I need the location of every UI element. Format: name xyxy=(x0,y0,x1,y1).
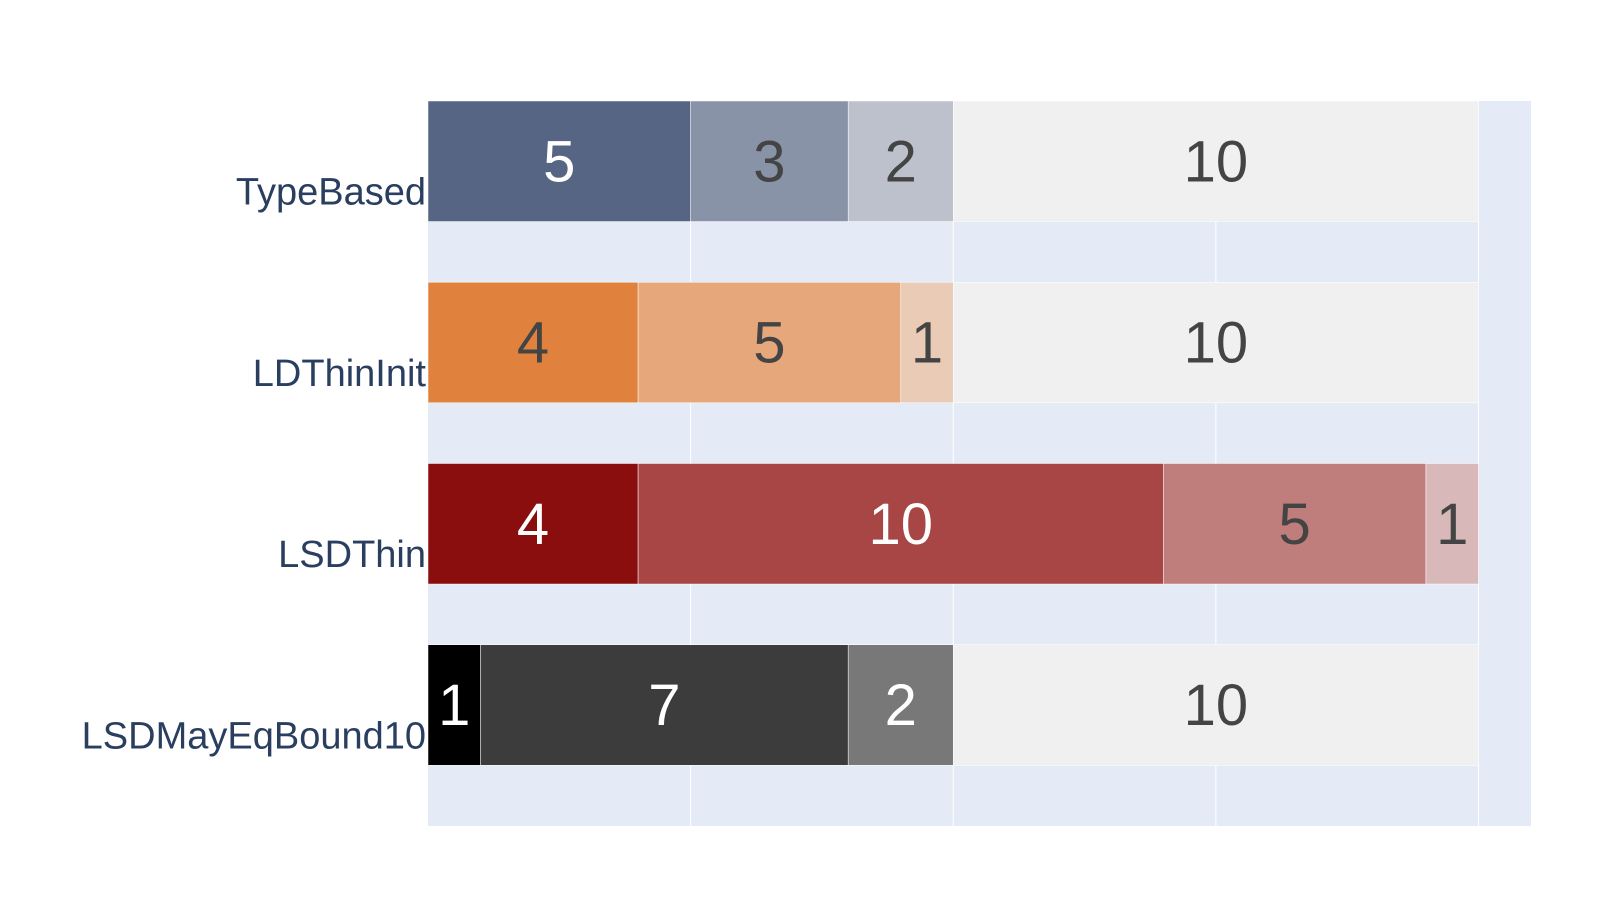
bar-row-LSDMayEqBound10: 1 7 2 10 xyxy=(427,644,1479,766)
bar-segment-LSDThin-1[interactable] xyxy=(637,463,1164,585)
bar-segment-LSDThin-3[interactable] xyxy=(1425,463,1479,585)
bar-segment-LDThinInit-1[interactable] xyxy=(637,282,901,404)
y-tick-label-LSDThin: LSDThin xyxy=(278,534,426,576)
data-label-LSDThin-2: 5 xyxy=(1279,492,1311,557)
bar-segment-LDThinInit-3[interactable] xyxy=(952,282,1479,404)
data-label-TypeBased-3: 10 xyxy=(1184,129,1249,194)
data-label-LSDThin-0: 4 xyxy=(517,492,549,557)
data-label-LSDMayEqBound10-0: 1 xyxy=(438,673,470,738)
bar-segment-LSDMayEqBound10-3[interactable] xyxy=(952,644,1479,766)
bar-segment-LSDMayEqBound10-1[interactable] xyxy=(480,644,849,766)
bar-row-LDThinInit: 4 5 1 10 xyxy=(427,282,1479,404)
data-label-LSDThin-3: 1 xyxy=(1436,492,1468,557)
bar-row-LSDThin: 4 10 5 1 xyxy=(427,463,1479,585)
bar-layer: 5 3 2 10 4 5 1 10 4 10 5 1 1 7 2 10 xyxy=(427,100,1479,766)
data-label-TypeBased-0: 5 xyxy=(543,129,575,194)
y-tick-label-TypeBased: TypeBased xyxy=(236,172,426,214)
data-label-LDThinInit-3: 10 xyxy=(1184,311,1249,376)
data-label-LDThinInit-2: 1 xyxy=(911,311,943,376)
y-axis-labels: TypeBased LDThinInit LSDThin LSDMayEqBound1… xyxy=(82,172,427,758)
bar-segment-LSDThin-0[interactable] xyxy=(427,463,639,585)
data-label-TypeBased-2: 2 xyxy=(885,129,917,194)
data-label-LDThinInit-1: 5 xyxy=(753,311,785,376)
data-label-TypeBased-1: 3 xyxy=(753,129,785,194)
bar-segment-TypeBased-1[interactable] xyxy=(690,100,849,222)
data-label-LDThinInit-0: 4 xyxy=(517,311,549,376)
bar-segment-LDThinInit-2[interactable] xyxy=(900,282,954,404)
bar-segment-LSDThin-2[interactable] xyxy=(1163,463,1427,585)
bar-segment-TypeBased-2[interactable] xyxy=(847,100,954,222)
bar-segment-TypeBased-3[interactable] xyxy=(952,100,1479,222)
y-tick-label-LDThinInit: LDThinInit xyxy=(253,353,427,395)
data-label-LSDMayEqBound10-1: 7 xyxy=(648,673,680,738)
bar-segment-LSDMayEqBound10-0[interactable] xyxy=(427,644,481,766)
bar-segment-LSDMayEqBound10-2[interactable] xyxy=(847,644,954,766)
data-label-LSDMayEqBound10-2: 2 xyxy=(885,673,917,738)
bar-row-TypeBased: 5 3 2 10 xyxy=(427,100,1479,222)
data-label-LSDThin-1: 10 xyxy=(868,492,933,557)
data-label-LSDMayEqBound10-3: 10 xyxy=(1184,673,1249,738)
y-tick-label-LSDMayEqBound10: LSDMayEqBound10 xyxy=(82,715,426,757)
bar-segment-LDThinInit-0[interactable] xyxy=(427,282,639,404)
bar-segment-TypeBased-0[interactable] xyxy=(427,100,691,222)
